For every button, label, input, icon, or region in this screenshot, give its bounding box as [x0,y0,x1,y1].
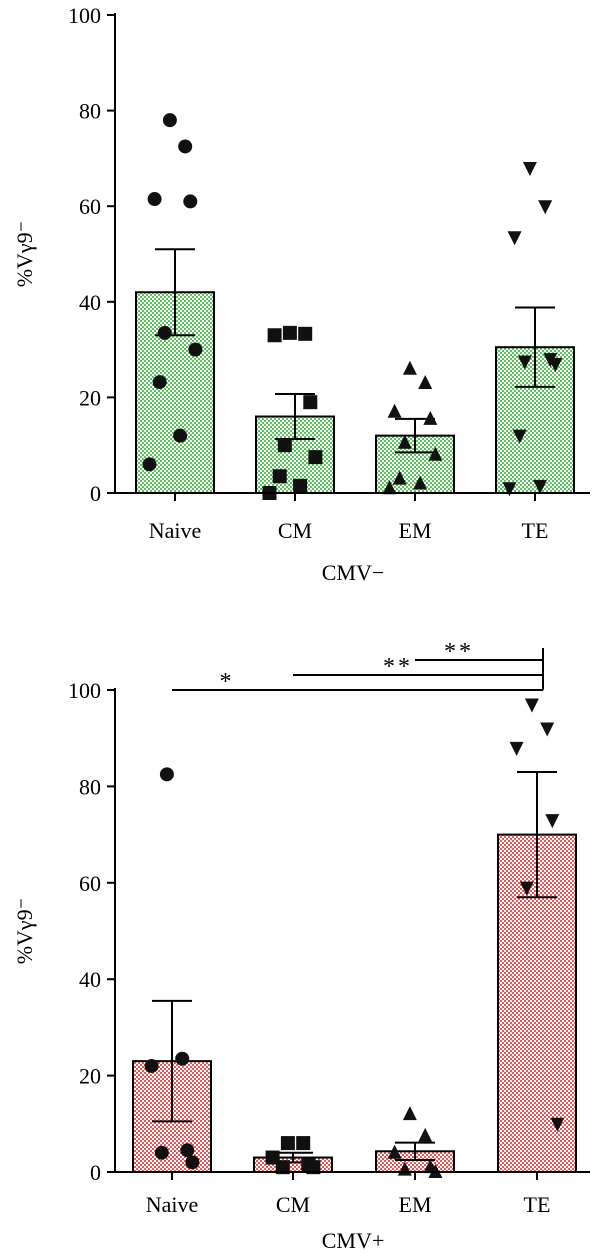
data-point-square [293,478,308,493]
x-tick-label-te: TE [522,518,549,543]
data-point-triangle-up [423,410,438,425]
data-point-triangle-down [540,722,555,737]
data-point-triangle-up [392,470,407,485]
y-tick-label: 40 [79,290,101,315]
data-point-circle [183,194,198,209]
y-tick-label: 60 [79,871,101,896]
data-point-triangle-up [402,360,417,375]
x-tick-label-em: EM [399,1192,432,1217]
data-point-square [298,326,313,341]
significance-label-em: ** [444,639,474,665]
data-point-square [272,469,287,484]
data-point-circle [147,192,162,207]
data-point-triangle-down [545,814,560,829]
data-point-square [282,325,297,340]
data-point-triangle-down [507,231,522,246]
x-axis-group-label: CMV− [322,560,385,585]
data-point-circle [144,1058,159,1073]
y-tick-label: 0 [90,1160,101,1185]
x-axis-group-label: CMV+ [322,1228,385,1253]
x-tick-label-naive: Naive [146,1192,199,1217]
data-point-triangle-up [387,1144,402,1159]
x-tick-label-em: EM [399,518,432,543]
bar-te [495,346,575,494]
data-point-triangle-down [512,429,527,444]
y-tick-label: 100 [68,678,101,703]
data-point-square [280,1136,295,1151]
data-point-circle [178,139,193,154]
y-tick-label: 100 [68,3,101,28]
data-point-square [275,1160,290,1175]
x-tick-label-te: TE [524,1192,551,1217]
y-tick-label: 20 [79,385,101,410]
data-point-circle [152,375,167,390]
data-point-square [308,450,323,465]
data-point-circle [157,325,172,340]
data-point-triangle-down [509,741,524,756]
data-point-triangle-up [402,1106,417,1121]
y-axis-label: %Vγ9⁻ [12,898,37,965]
significance-label-naive: * [220,669,235,695]
y-tick-label: 80 [79,774,101,799]
data-point-circle [162,113,177,128]
data-point-triangle-down [524,698,539,713]
data-point-square [277,438,292,453]
data-point-triangle-up [418,1127,433,1142]
data-point-triangle-up [418,375,433,390]
data-point-triangle-down [522,161,537,176]
data-point-triangle-down [548,357,563,372]
data-point-circle [159,767,174,782]
data-point-triangle-down [550,1117,565,1132]
data-point-square [306,1160,321,1175]
data-point-circle [173,428,188,443]
data-point-triangle-up [382,480,397,495]
data-point-triangle-up [387,403,402,418]
y-tick-label: 0 [90,481,101,506]
data-point-circle [175,1051,190,1066]
y-tick-label: 60 [79,194,101,219]
y-tick-label: 40 [79,967,101,992]
data-point-triangle-up [397,434,412,449]
data-point-triangle-down [519,881,534,896]
significance-label-cm: ** [383,654,413,680]
y-tick-label: 20 [79,1064,101,1089]
data-point-square [303,395,318,410]
data-point-circle [142,457,157,472]
data-point-triangle-down [517,355,532,370]
data-point-triangle-down [538,200,553,215]
data-point-triangle-down [502,482,517,497]
data-point-circle [180,1143,195,1158]
data-point-circle [188,342,203,357]
chart-panel-1: 0 20 40 60 80 100 Naive CM EM TE CMV− %Vγ9⁻ [12,3,590,585]
data-point-square [267,328,282,343]
data-point-triangle-down [533,479,548,494]
data-point-triangle-up [428,446,443,461]
x-tick-label-cm: CM [278,518,312,543]
data-point-triangle-up [413,475,428,490]
x-tick-label-naive: Naive [149,518,202,543]
data-point-circle [185,1155,200,1170]
data-point-circle [154,1145,169,1160]
data-point-square [296,1136,311,1151]
y-axis-label: %Vγ9⁻ [12,221,37,288]
x-tick-label-cm: CM [276,1192,310,1217]
y-tick-label: 80 [79,99,101,124]
